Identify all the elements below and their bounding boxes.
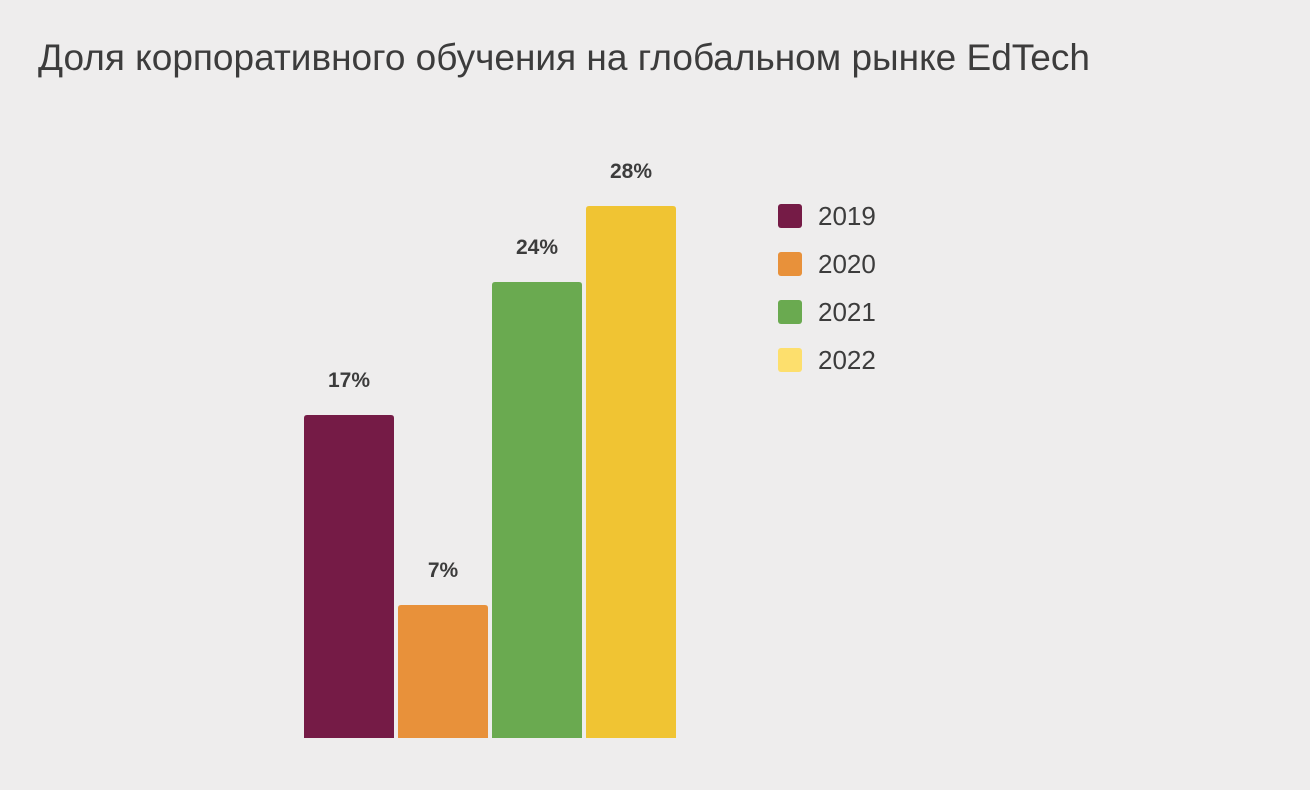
legend-swatch [778, 300, 802, 324]
bar-2019 [304, 415, 394, 738]
bar-2022 [586, 206, 676, 738]
chart-title: Доля корпоративного обучения на глобальн… [38, 37, 1090, 78]
data-label-2022: 28% [610, 160, 652, 183]
legend-item-2020: 2020 [778, 240, 1038, 288]
legend-swatch [778, 252, 802, 276]
legend-swatch [778, 204, 802, 228]
legend-item-2021: 2021 [778, 288, 1038, 336]
data-label-2021: 24% [516, 236, 558, 259]
legend-item-2022: 2022 [778, 336, 1038, 384]
data-label-2020: 7% [428, 559, 459, 582]
legend-label: 2020 [818, 248, 876, 279]
legend-label: 2019 [818, 200, 876, 231]
bar-2020 [398, 605, 488, 738]
legend: 2019 2020 2021 2022 [778, 192, 1038, 384]
data-label-2019: 17% [328, 369, 370, 392]
legend-label: 2021 [818, 296, 876, 327]
legend-label: 2022 [818, 344, 876, 375]
legend-item-2019: 2019 [778, 192, 1038, 240]
bar-2021 [492, 282, 582, 738]
legend-swatch [778, 348, 802, 372]
